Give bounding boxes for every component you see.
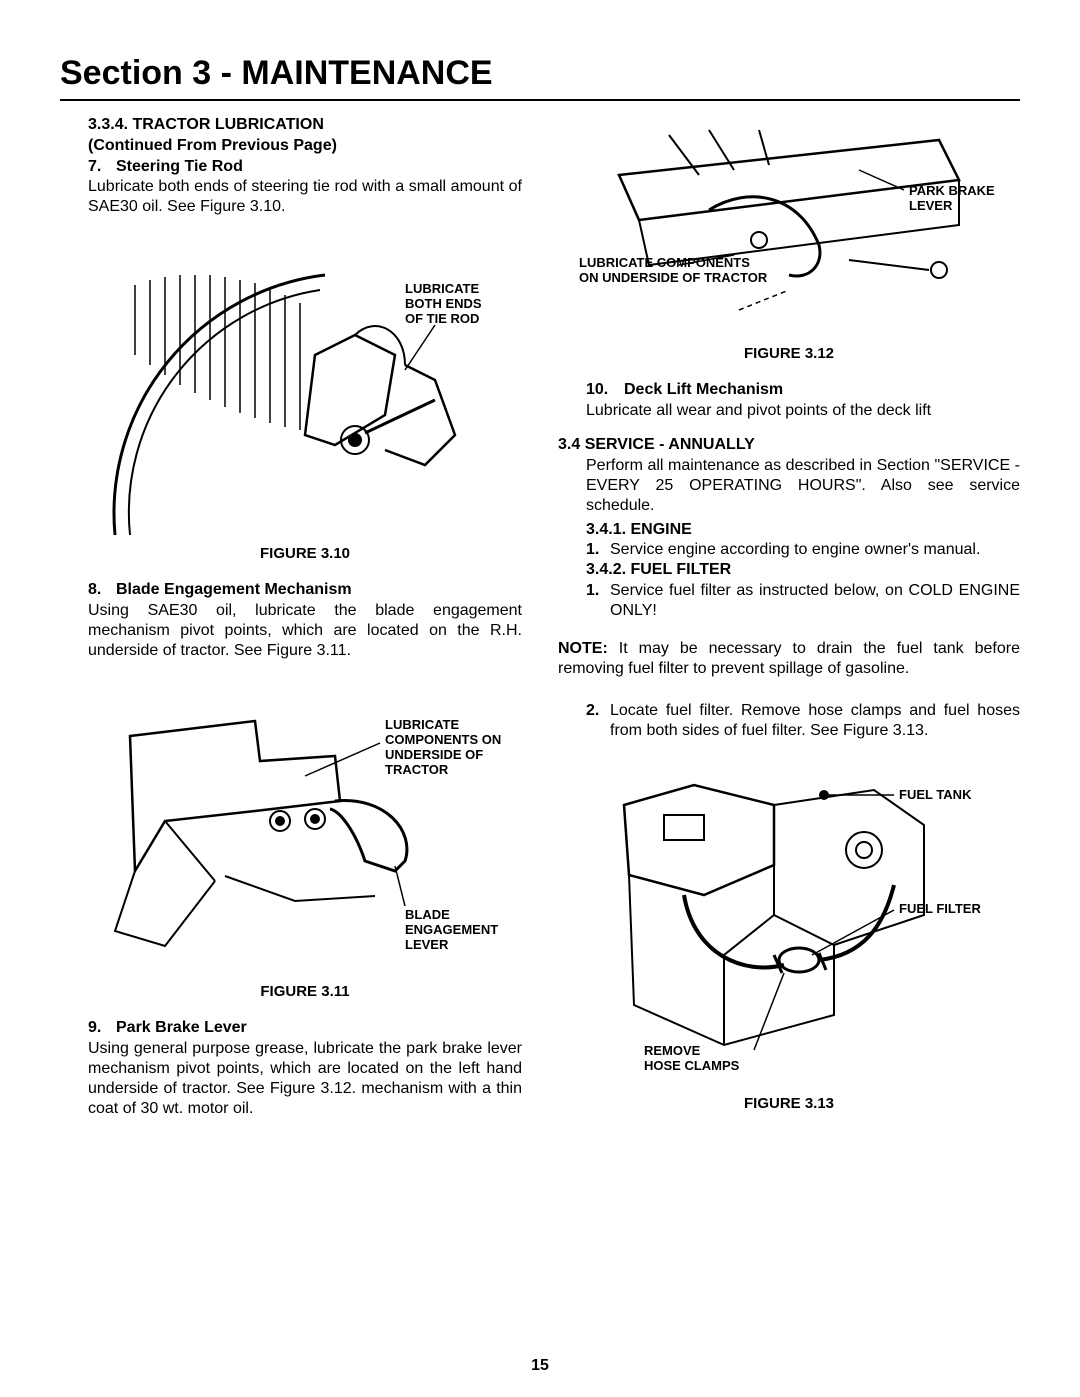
heading-334: 3.3.4. TRACTOR LUBRICATION: [88, 115, 522, 136]
heading-34-body: Perform all maintenance as described in …: [586, 456, 1020, 516]
tie-rod-illustration: LUBRICATE BOTH ENDS OF TIE ROD: [105, 235, 505, 535]
manual-page: Section 3 - MAINTENANCE 3.3.4. TRACTOR L…: [0, 0, 1080, 1397]
figure-3-12-caption: FIGURE 3.12: [558, 345, 1020, 362]
item-342-1: 1. Service fuel filter as instructed bel…: [586, 581, 1020, 621]
fig311-callout-a3: UNDERSIDE OF: [385, 747, 483, 762]
fig311-callout-a1: LUBRICATE: [385, 717, 459, 732]
item-7-heading: 7. Steering Tie Rod: [88, 157, 522, 178]
item-10-body: Lubricate all wear and pivot points of t…: [586, 401, 1020, 421]
item-342-1-num: 1.: [586, 581, 610, 621]
heading-342: 3.4.2. FUEL FILTER: [586, 560, 1020, 581]
page-number: 15: [0, 1357, 1080, 1375]
fig313-callout-c1: REMOVE: [644, 1043, 701, 1058]
item-8-number: 8.: [88, 580, 116, 601]
item-8-title: Blade Engagement Mechanism: [116, 580, 522, 601]
item-341-1-body: Service engine according to engine owner…: [610, 540, 1020, 560]
fig312-callout-b1: LUBRICATE COMPONENTS: [579, 255, 750, 270]
figure-3-11: LUBRICATE COMPONENTS ON UNDERSIDE OF TRA…: [88, 701, 522, 961]
item-342-2: 2. Locate fuel filter. Remove hose clamp…: [586, 701, 1020, 741]
park-brake-illustration: PARK BRAKE LEVER LUBRICATE COMPONENTS ON…: [559, 115, 1019, 335]
fig313-callout-c2: HOSE CLAMPS: [644, 1058, 740, 1073]
note-label: NOTE:: [558, 640, 608, 657]
left-column: 3.3.4. TRACTOR LUBRICATION (Continued Fr…: [60, 115, 522, 1130]
note-paragraph: NOTE: It may be necessary to drain the f…: [558, 639, 1020, 679]
title-rule: [60, 99, 1020, 101]
item-9-heading: 9. Park Brake Lever: [88, 1018, 522, 1039]
heading-341: 3.4.1. ENGINE: [586, 520, 1020, 541]
right-column: PARK BRAKE LEVER LUBRICATE COMPONENTS ON…: [558, 115, 1020, 1130]
fig311-callout-a2: COMPONENTS ON: [385, 732, 501, 747]
fig313-callout-b: FUEL FILTER: [899, 901, 981, 916]
two-column-layout: 3.3.4. TRACTOR LUBRICATION (Continued Fr…: [60, 115, 1020, 1130]
item-10-number: 10.: [586, 380, 624, 401]
figure-3-13: FUEL TANK FUEL FILTER REMOVE HOSE CLAMPS: [558, 755, 1020, 1085]
item-7-body: Lubricate both ends of steering tie rod …: [88, 177, 522, 217]
item-9-body: Using general purpose grease, lubricate …: [88, 1039, 522, 1119]
item-8-body: Using SAE30 oil, lubricate the blade eng…: [88, 601, 522, 661]
blade-engagement-illustration: LUBRICATE COMPONENTS ON UNDERSIDE OF TRA…: [105, 701, 505, 961]
heading-continued: (Continued From Previous Page): [88, 136, 522, 157]
figure-3-12: PARK BRAKE LEVER LUBRICATE COMPONENTS ON…: [558, 115, 1020, 335]
fig312-callout-a1: PARK BRAKE: [909, 183, 995, 198]
item-342-1-body: Service fuel filter as instructed below,…: [610, 581, 1020, 621]
fig310-callout-l3: OF TIE ROD: [405, 311, 479, 326]
fig313-callout-a: FUEL TANK: [899, 787, 972, 802]
heading-34: 3.4 SERVICE - ANNUALLY: [558, 435, 1020, 456]
item-7-title: Steering Tie Rod: [116, 157, 522, 178]
figure-3-11-caption: FIGURE 3.11: [88, 983, 522, 1000]
fig311-callout-b2: ENGAGEMENT: [405, 922, 498, 937]
figure-3-10: LUBRICATE BOTH ENDS OF TIE ROD: [88, 235, 522, 535]
fig311-callout-b3: LEVER: [405, 937, 449, 952]
note-body: It may be necessary to drain the fuel ta…: [558, 640, 1020, 677]
figure-3-10-caption: FIGURE 3.10: [88, 545, 522, 562]
item-9-title: Park Brake Lever: [116, 1018, 522, 1039]
item-9-number: 9.: [88, 1018, 116, 1039]
item-341-1-num: 1.: [586, 540, 610, 560]
fig310-callout-l2: BOTH ENDS: [405, 296, 482, 311]
fuel-filter-illustration: FUEL TANK FUEL FILTER REMOVE HOSE CLAMPS: [574, 755, 1004, 1085]
fig312-callout-a2: LEVER: [909, 198, 953, 213]
fig311-callout-b1: BLADE: [405, 907, 450, 922]
section-title: Section 3 - MAINTENANCE: [60, 54, 1020, 93]
fig311-callout-a4: TRACTOR: [385, 762, 449, 777]
figure-3-13-caption: FIGURE 3.13: [558, 1095, 1020, 1112]
item-342-2-body: Locate fuel filter. Remove hose clamps a…: [610, 701, 1020, 741]
item-341-1: 1. Service engine according to engine ow…: [586, 540, 1020, 560]
item-8-heading: 8. Blade Engagement Mechanism: [88, 580, 522, 601]
fig312-callout-b2: ON UNDERSIDE OF TRACTOR: [579, 270, 768, 285]
item-10-heading: 10. Deck Lift Mechanism: [586, 380, 1020, 401]
item-7-number: 7.: [88, 157, 116, 178]
item-10-title: Deck Lift Mechanism: [624, 380, 1020, 401]
item-342-2-num: 2.: [586, 701, 610, 741]
fig310-callout-l1: LUBRICATE: [405, 281, 479, 296]
